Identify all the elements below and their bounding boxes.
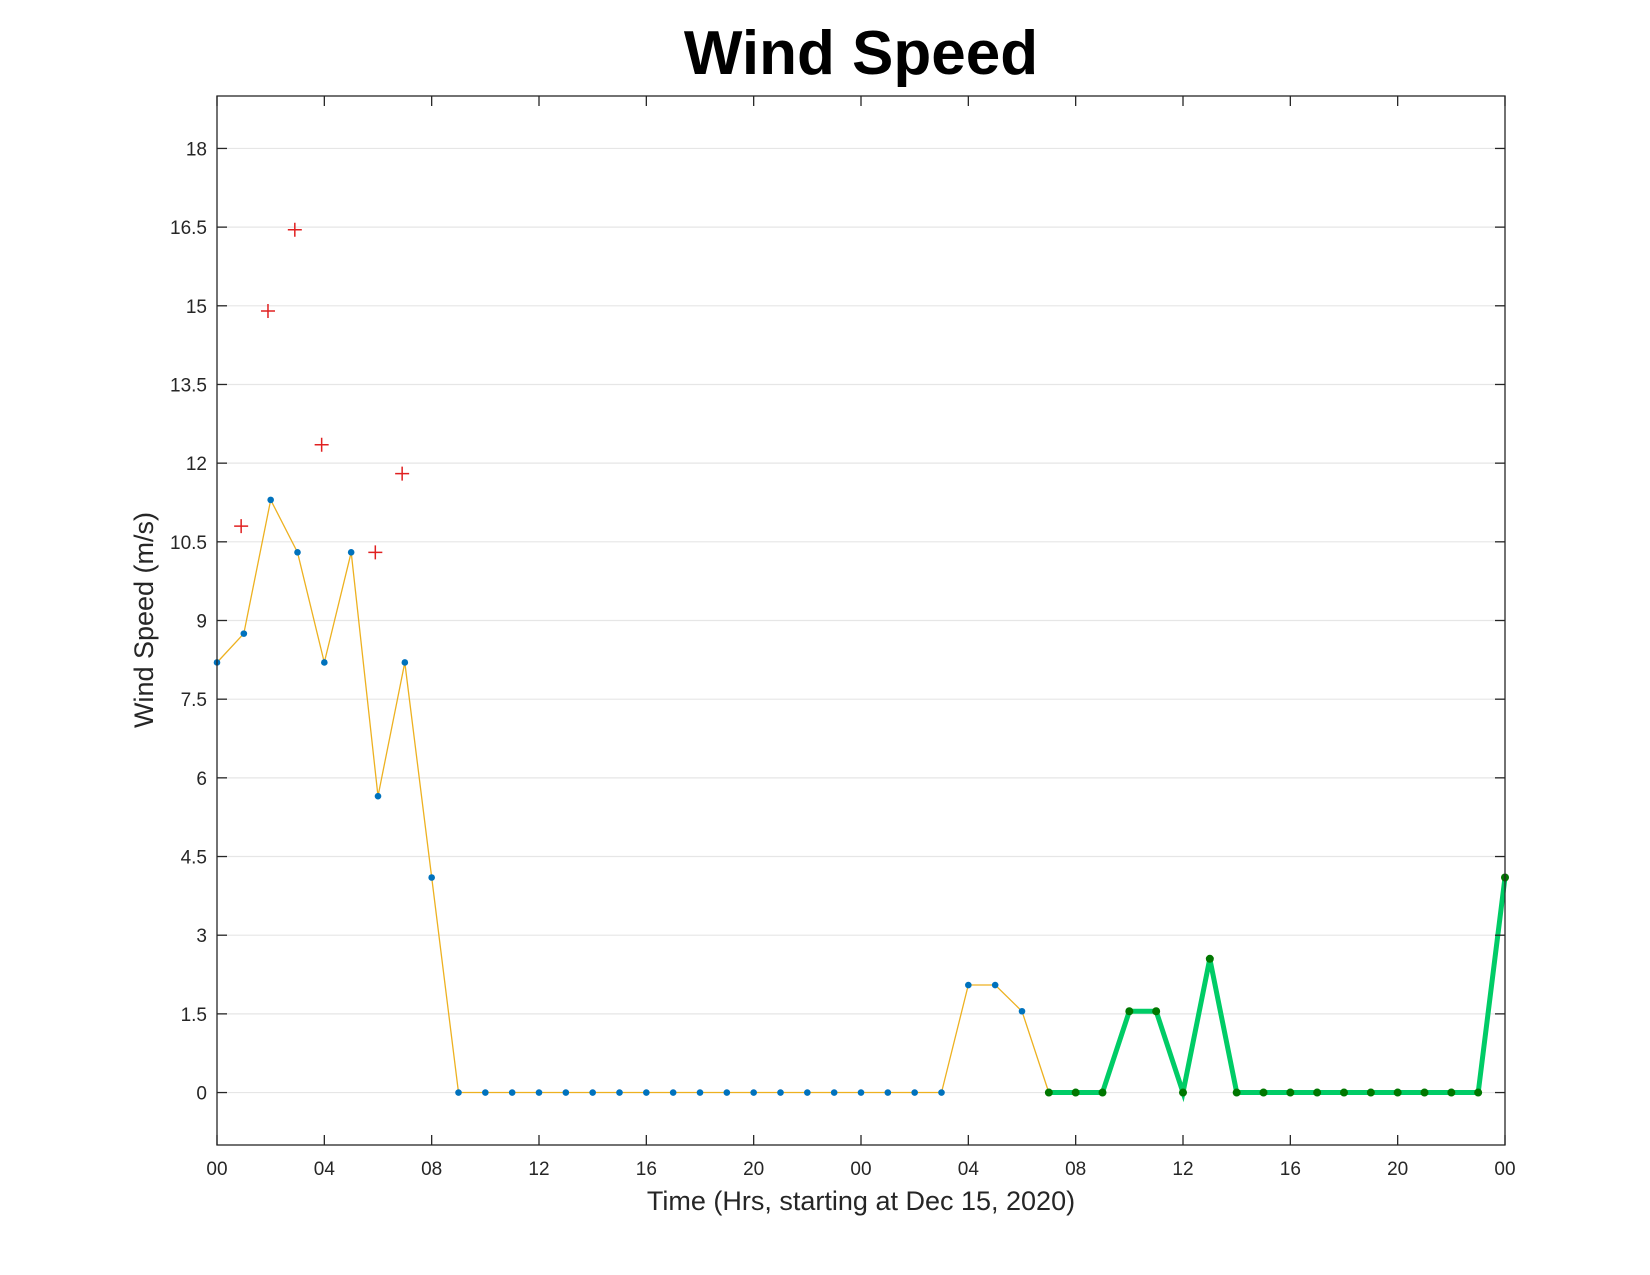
- plus-marker: [314, 437, 329, 452]
- y-tick-label: 4.5: [181, 848, 207, 869]
- data-point: [616, 1089, 623, 1096]
- series-line: [216, 497, 1050, 1094]
- data-point: [1098, 1088, 1107, 1097]
- data-point: [1044, 1088, 1053, 1097]
- x-tick-label: 08: [421, 1159, 442, 1180]
- y-tick-label: 0: [196, 1084, 207, 1105]
- data-point: [1474, 1088, 1483, 1097]
- data-point: [830, 1089, 838, 1096]
- x-tick-label: 16: [1280, 1159, 1301, 1180]
- plus-marker: [260, 304, 275, 319]
- data-point: [1259, 1088, 1268, 1097]
- x-tick-label: 20: [1387, 1159, 1408, 1180]
- data-point: [857, 1089, 865, 1096]
- data-point: [347, 549, 355, 556]
- data-point: [1152, 1007, 1161, 1016]
- data-point: [240, 630, 248, 637]
- data-point: [589, 1089, 596, 1096]
- y-tick-label: 16.5: [170, 218, 207, 239]
- data-point: [1313, 1088, 1322, 1097]
- data-point: [294, 549, 301, 556]
- data-series: [213, 222, 1509, 1103]
- data-point: [1393, 1088, 1402, 1097]
- data-point: [562, 1089, 570, 1096]
- data-point: [804, 1089, 811, 1096]
- y-tick-label: 1.5: [181, 1005, 207, 1026]
- x-tick-label: 04: [958, 1159, 980, 1180]
- plus-marker: [234, 519, 249, 534]
- y-tick-label: 13.5: [170, 375, 207, 396]
- data-point: [535, 1089, 543, 1096]
- x-tick-label: 04: [314, 1159, 336, 1180]
- axis-ticks: [216, 96, 1506, 1145]
- y-tick-label: 6: [196, 769, 207, 790]
- x-tick-label: 08: [1065, 1159, 1086, 1180]
- plus-marker: [287, 222, 302, 237]
- x-tick-label: 20: [743, 1159, 764, 1180]
- data-point: [750, 1089, 757, 1096]
- y-tick-label: 18: [186, 139, 207, 160]
- data-point: [321, 659, 328, 666]
- y-tick-label: 10.5: [170, 533, 207, 554]
- data-point: [1125, 1007, 1134, 1016]
- data-point: [1447, 1088, 1456, 1097]
- gridlines: [217, 147, 1505, 1094]
- data-point: [643, 1089, 650, 1096]
- y-tick-label: 3: [196, 926, 207, 947]
- data-point: [1071, 1088, 1080, 1097]
- data-point: [991, 981, 999, 989]
- data-point: [723, 1089, 731, 1096]
- data-point: [938, 1089, 945, 1096]
- x-tick-label: 12: [1172, 1159, 1193, 1180]
- data-point: [1205, 954, 1214, 963]
- data-point: [267, 496, 274, 504]
- x-tick-label: 16: [636, 1159, 657, 1180]
- data-point: [1420, 1088, 1429, 1097]
- y-tick-label: 7.5: [181, 690, 207, 711]
- series-2: [234, 222, 410, 560]
- data-point: [508, 1089, 516, 1096]
- series-1: [1044, 873, 1509, 1103]
- data-point: [428, 874, 435, 881]
- data-point: [884, 1089, 892, 1096]
- data-point: [669, 1089, 677, 1096]
- x-tick-label: 12: [528, 1159, 549, 1180]
- data-point: [1286, 1088, 1295, 1097]
- x-axis-label: Time (Hrs, starting at Dec 15, 2020): [647, 1186, 1075, 1216]
- x-tick-label: 00: [850, 1159, 871, 1180]
- data-point: [777, 1089, 784, 1096]
- data-point: [1366, 1088, 1375, 1097]
- y-axis-label: Wind Speed (m/s): [129, 512, 159, 728]
- data-point: [1232, 1088, 1241, 1097]
- series-line: [1048, 877, 1508, 1103]
- data-point: [911, 1089, 918, 1096]
- data-point: [1340, 1088, 1348, 1097]
- chart-title: Wind Speed: [684, 19, 1038, 88]
- plus-marker: [395, 466, 410, 481]
- y-tick-label: 9: [196, 612, 207, 633]
- data-point: [696, 1089, 704, 1096]
- x-tick-label: 00: [206, 1159, 227, 1180]
- data-point: [965, 981, 972, 989]
- data-point: [374, 792, 382, 800]
- data-point: [482, 1089, 489, 1096]
- y-tick-label: 12: [186, 454, 207, 475]
- data-point: [455, 1089, 462, 1096]
- data-point: [1018, 1007, 1026, 1015]
- series-0: [213, 496, 1053, 1096]
- y-tick-label: 15: [186, 297, 207, 318]
- tick-labels: 0 1.5 3 4.5 6 7.5 9 10.5 12 13.5 15 16.5 18 00 04 08 12 1…: [170, 139, 1516, 1180]
- data-point: [1179, 1088, 1187, 1097]
- plus-marker: [368, 545, 383, 560]
- x-tick-label: 00: [1494, 1159, 1515, 1180]
- data-point: [401, 659, 409, 666]
